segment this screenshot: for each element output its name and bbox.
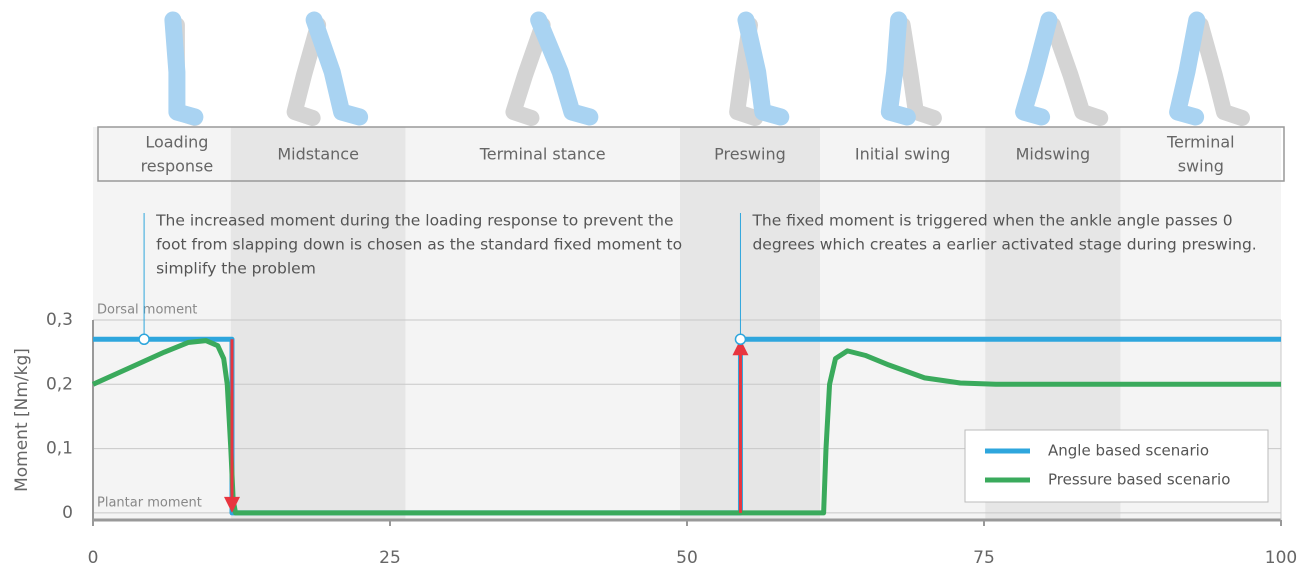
leg-front (737, 11, 790, 126)
region-label: Dorsal moment (97, 303, 197, 318)
phase-band (405, 127, 680, 520)
annotation-text: degrees which creates a earlier activate… (752, 236, 1256, 254)
gait-figure (164, 11, 204, 126)
annotation-text: The increased moment during the loading … (155, 212, 673, 230)
y-tick-label: 0,3 (46, 310, 73, 330)
gait-figure (1015, 11, 1109, 126)
arrow-head (732, 339, 749, 356)
phase-label: Initial swing (855, 145, 951, 164)
series-line (91, 338, 1281, 516)
phase-label: Midstance (277, 145, 359, 164)
phase-label: Preswing (714, 145, 786, 164)
gait-figure (505, 11, 599, 126)
legend-label: Angle based scenario (1048, 442, 1209, 460)
phase-band (93, 127, 231, 520)
phase-header-frame (97, 126, 1285, 182)
leg-back (505, 17, 551, 126)
leg-front (164, 11, 204, 126)
phase-band (230, 127, 406, 520)
legend-label: Pressure based scenario (1048, 471, 1230, 489)
gait-figure (880, 11, 942, 126)
x-tick-label: 100 (1265, 548, 1297, 568)
legend-box (964, 429, 1269, 503)
gait-figure (729, 11, 790, 126)
gait-figure (1169, 11, 1250, 126)
leg-front (530, 11, 599, 126)
arrow-head (223, 496, 240, 513)
y-tick-label: 0,2 (46, 374, 73, 394)
leg-back (894, 17, 942, 126)
leg-back (1192, 17, 1250, 126)
y-tick-label: 0 (62, 503, 73, 523)
gait-figure (286, 11, 369, 126)
y-axis-label: Moment [Nm/kg] (12, 348, 32, 492)
leg-back (1044, 17, 1109, 126)
leg-front (305, 11, 369, 126)
x-tick-label: 25 (379, 548, 401, 568)
annotation-point (138, 333, 150, 346)
annotation-text: The fixed moment is triggered when the a… (751, 212, 1232, 230)
phase-label: swing (1178, 157, 1224, 176)
x-tick-label: 50 (676, 548, 698, 568)
phase-label: response (141, 157, 214, 176)
annotation-text: simplify the problem (156, 260, 316, 278)
region-label: Plantar moment (97, 495, 202, 510)
phase-band (820, 127, 986, 520)
annotation-text: foot from slapping down is chosen as the… (156, 236, 682, 254)
phase-label: Loading (145, 133, 208, 152)
leg-back (286, 17, 327, 126)
x-tick-label: 0 (88, 548, 99, 568)
leg-front (1169, 11, 1206, 126)
y-tick-label: 0,1 (46, 439, 73, 459)
phase-band (679, 127, 821, 520)
phase-label: Midswing (1016, 145, 1091, 164)
phase-label: Terminal (1166, 133, 1235, 152)
leg-front (880, 11, 916, 126)
leg-front (1015, 11, 1058, 126)
phase-label: Terminal stance (479, 145, 606, 164)
x-tick-label: 75 (973, 548, 995, 568)
annotation-point (734, 333, 747, 346)
